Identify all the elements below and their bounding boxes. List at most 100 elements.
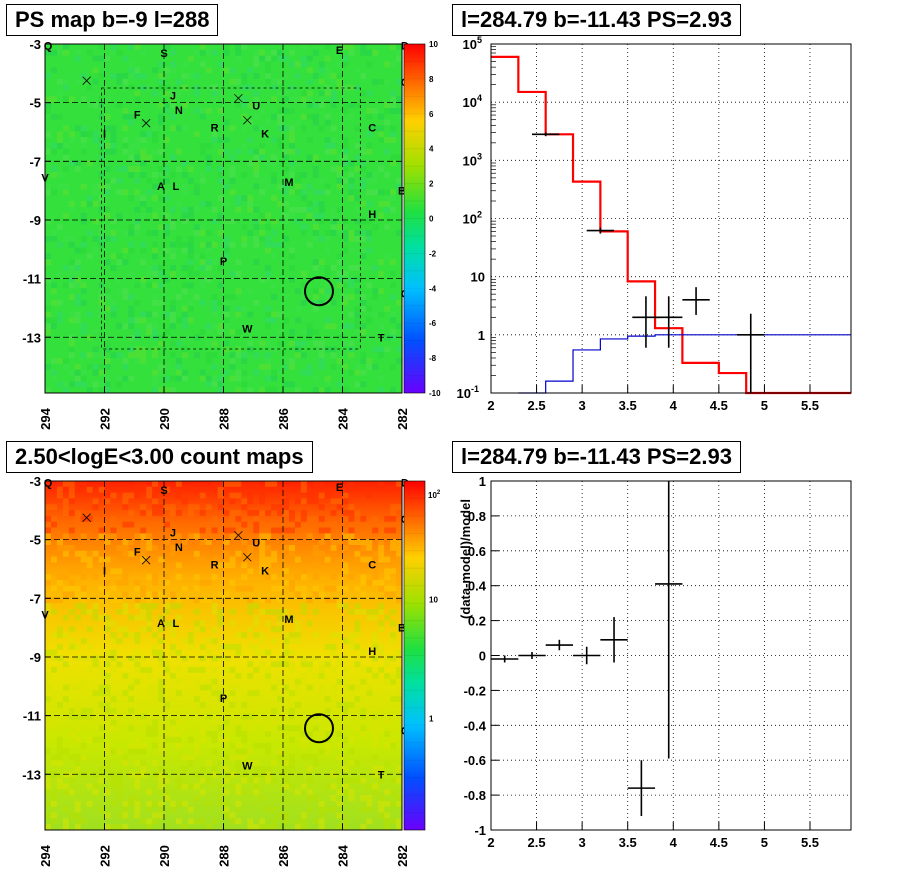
- x-tick-label: 3.5: [619, 398, 637, 413]
- y-tick-label: 10-1: [457, 384, 479, 401]
- y-tick-label: 0.6: [468, 544, 486, 559]
- y-tick-label: -11: [23, 709, 41, 724]
- y-tick-label: -3: [29, 37, 41, 52]
- x-tick-label: 5.5: [801, 398, 819, 413]
- x-tick-label: 290: [157, 408, 172, 430]
- colorbar-frame: [403, 43, 426, 394]
- spectrum-panel: 2 2.5 3 3.5 4 4.5 5 5.5 1 10: [471, 43, 852, 413]
- y-tick-label: -1: [474, 823, 486, 838]
- source-label-B: B: [398, 623, 406, 635]
- source-label-H: H: [368, 209, 376, 221]
- y-tick-label: 102: [463, 210, 482, 227]
- model-step-line: [491, 55, 851, 395]
- source-label-C: C: [368, 560, 376, 572]
- x-tick-label: 3: [579, 398, 586, 413]
- colorbar-tick-label: 8: [429, 75, 434, 84]
- source-cross-marker: [234, 93, 243, 103]
- map-panel-ps: QSEDOJNFURKCIVALMBHPGWT-3-5-7-9-11-13294…: [22, 37, 441, 430]
- y-tick-label: -0.2: [464, 683, 486, 698]
- x-tick-label: 2.5: [528, 835, 546, 850]
- source-label-N: N: [175, 105, 183, 117]
- plot-frame: [490, 480, 852, 831]
- source-label-H: H: [368, 646, 376, 658]
- x-tick-label: 2: [487, 398, 494, 413]
- source-label-E: E: [336, 45, 343, 57]
- y-tick-label: -5: [29, 533, 41, 548]
- spectrum-title: l=284.79 b=-11.43 PS=2.93: [452, 4, 741, 36]
- y-tick-label: 105: [463, 35, 482, 52]
- colorbar-tick-label: -2: [429, 249, 437, 258]
- colorbar-tick-label: 102: [428, 490, 441, 500]
- y-tick-label: 103: [463, 151, 482, 168]
- colorbar-tick-label: -10: [429, 389, 441, 398]
- y-tick-label: -0.6: [464, 753, 486, 768]
- source-label-P: P: [220, 693, 227, 705]
- source-label-T: T: [378, 769, 385, 781]
- source-label-S: S: [160, 48, 167, 60]
- x-tick-label: 3.5: [619, 835, 637, 850]
- source-label-F: F: [134, 546, 141, 558]
- y-axis-title: (data-model)/model: [458, 499, 473, 619]
- colorbar-tick-label: 4: [429, 145, 434, 154]
- source-label-P: P: [220, 256, 227, 268]
- colorbar: [404, 481, 425, 830]
- source-label-S: S: [160, 485, 167, 497]
- residual-title: l=284.79 b=-11.43 PS=2.93: [452, 441, 741, 473]
- source-cross-marker: [141, 555, 151, 565]
- source-label-B: B: [398, 186, 406, 198]
- point-source-circle: [303, 276, 334, 307]
- source-cross-marker: [82, 76, 91, 85]
- source-label-I: I: [103, 128, 106, 140]
- source-label-V: V: [41, 609, 49, 621]
- x-tick-label: 288: [217, 845, 232, 867]
- residual-panel: 1 0.8 0.6 0.4 0.2 0 -0.2 -0.4 -0.6 -0.8 -12 2.5 3 3.5…: [458, 474, 852, 850]
- source-label-J: J: [170, 90, 176, 102]
- x-tick-label: 294: [38, 407, 53, 429]
- x-tick-label: 4: [670, 398, 678, 413]
- source-label-M: M: [284, 614, 293, 626]
- colorbar-tick-label: 10: [429, 596, 438, 605]
- source-label-T: T: [378, 332, 385, 344]
- y-tick-label: 1: [478, 328, 485, 343]
- x-tick-label: 286: [276, 845, 291, 867]
- colorbar-tick-label: 0: [429, 215, 434, 224]
- source-label-L: L: [173, 618, 180, 630]
- y-tick-label: 1: [479, 474, 486, 489]
- colorbar-tick-label: -6: [429, 319, 437, 328]
- plot-frame: [490, 43, 852, 394]
- x-tick-label: 292: [98, 408, 113, 430]
- source-cross-marker: [243, 115, 252, 125]
- source-label-K: K: [261, 565, 269, 577]
- x-tick-label: 290: [157, 845, 172, 867]
- y-tick-label: -13: [22, 330, 41, 345]
- x-tick-label: 5: [761, 398, 768, 413]
- x-tick-label: 3: [579, 835, 586, 850]
- source-label-E: E: [336, 482, 343, 494]
- source-label-I: I: [103, 565, 106, 577]
- y-tick-label: 0.2: [468, 614, 486, 629]
- source-label-R: R: [211, 123, 219, 135]
- point-source-circle: [303, 713, 334, 744]
- source-label-W: W: [242, 323, 253, 335]
- source-cross-marker: [82, 513, 91, 522]
- y-tick-label: -5: [29, 96, 41, 111]
- source-label-K: K: [261, 128, 269, 140]
- colorbar-tick-label: 1: [429, 714, 434, 723]
- x-tick-label: 282: [395, 845, 410, 867]
- colorbar-tick-label: 10: [429, 40, 438, 49]
- map-panel-counts: QSEDOJNFURKCIVALMBHPGWT-3-5-7-9-11-13294…: [22, 474, 441, 867]
- x-tick-label: 4.5: [710, 835, 728, 850]
- source-label-Q: Q: [44, 477, 53, 489]
- x-tick-label: 5: [761, 835, 768, 850]
- source-cross-marker: [141, 118, 151, 128]
- source-label-N: N: [175, 542, 183, 554]
- count-map-title: 2.50<logE<3.00 count maps: [6, 441, 313, 473]
- source-label-C: C: [368, 123, 376, 135]
- y-tick-label: -3: [29, 474, 41, 489]
- y-tick-label: -11: [23, 272, 41, 287]
- x-tick-label: 284: [336, 407, 351, 429]
- colorbar-frame: [403, 480, 426, 831]
- x-tick-label: 2: [487, 835, 494, 850]
- y-tick-label: -9: [29, 213, 41, 228]
